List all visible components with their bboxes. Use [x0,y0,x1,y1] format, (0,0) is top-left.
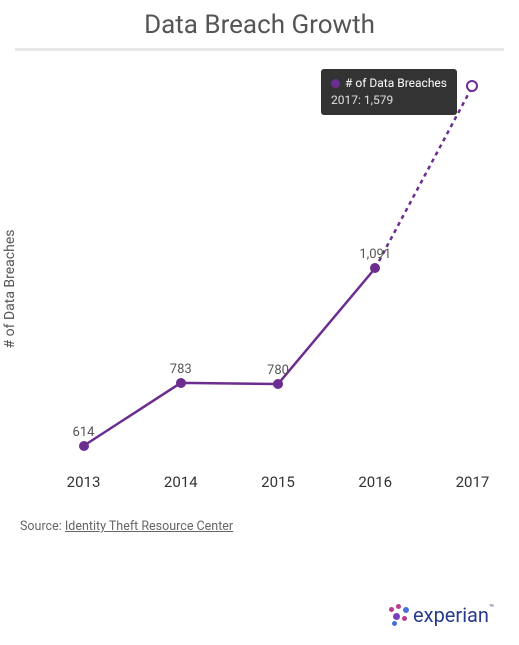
data-point-marker[interactable] [370,263,380,273]
data-point-label: 783 [170,362,192,377]
tooltip-marker-icon [331,79,340,88]
data-point-label: 780 [267,363,289,378]
x-axis-tick: 2014 [164,473,198,491]
source-attribution: Source: Identity Theft Resource Center [15,501,504,534]
chart-tooltip: # of Data Breaches 2017: 1,579 [321,69,457,115]
logo-dots-icon [389,604,411,626]
x-axis-tick: 2016 [358,473,392,491]
chart-area: # of Data Breaches 614 783 780 1,091 2013 20… [15,61,504,501]
experian-logo: experian™ [389,603,494,627]
data-point-marker[interactable] [466,80,478,92]
title-divider [15,48,504,51]
source-prefix: Source: [20,519,65,534]
tooltip-value: 2017: 1,579 [331,93,393,107]
logo-text: experian™ [413,603,494,627]
data-point-marker[interactable] [176,378,186,388]
data-point-label: 614 [73,425,95,440]
source-link[interactable]: Identity Theft Resource Center [65,519,233,534]
x-axis-tick: 2017 [456,473,490,491]
data-point-marker[interactable] [273,379,283,389]
x-axis-tick: 2013 [67,473,101,491]
tooltip-series-name: # of Data Breaches [345,76,447,90]
x-axis-tick: 2015 [261,473,295,491]
line-chart[interactable]: 6147837801,091 20132014201520162017 # of… [57,71,499,466]
chart-title: Data Breach Growth [15,0,504,48]
data-point-marker[interactable] [79,441,89,451]
data-point-label: 1,091 [359,247,391,262]
y-axis-label: # of Data Breaches [2,230,18,349]
